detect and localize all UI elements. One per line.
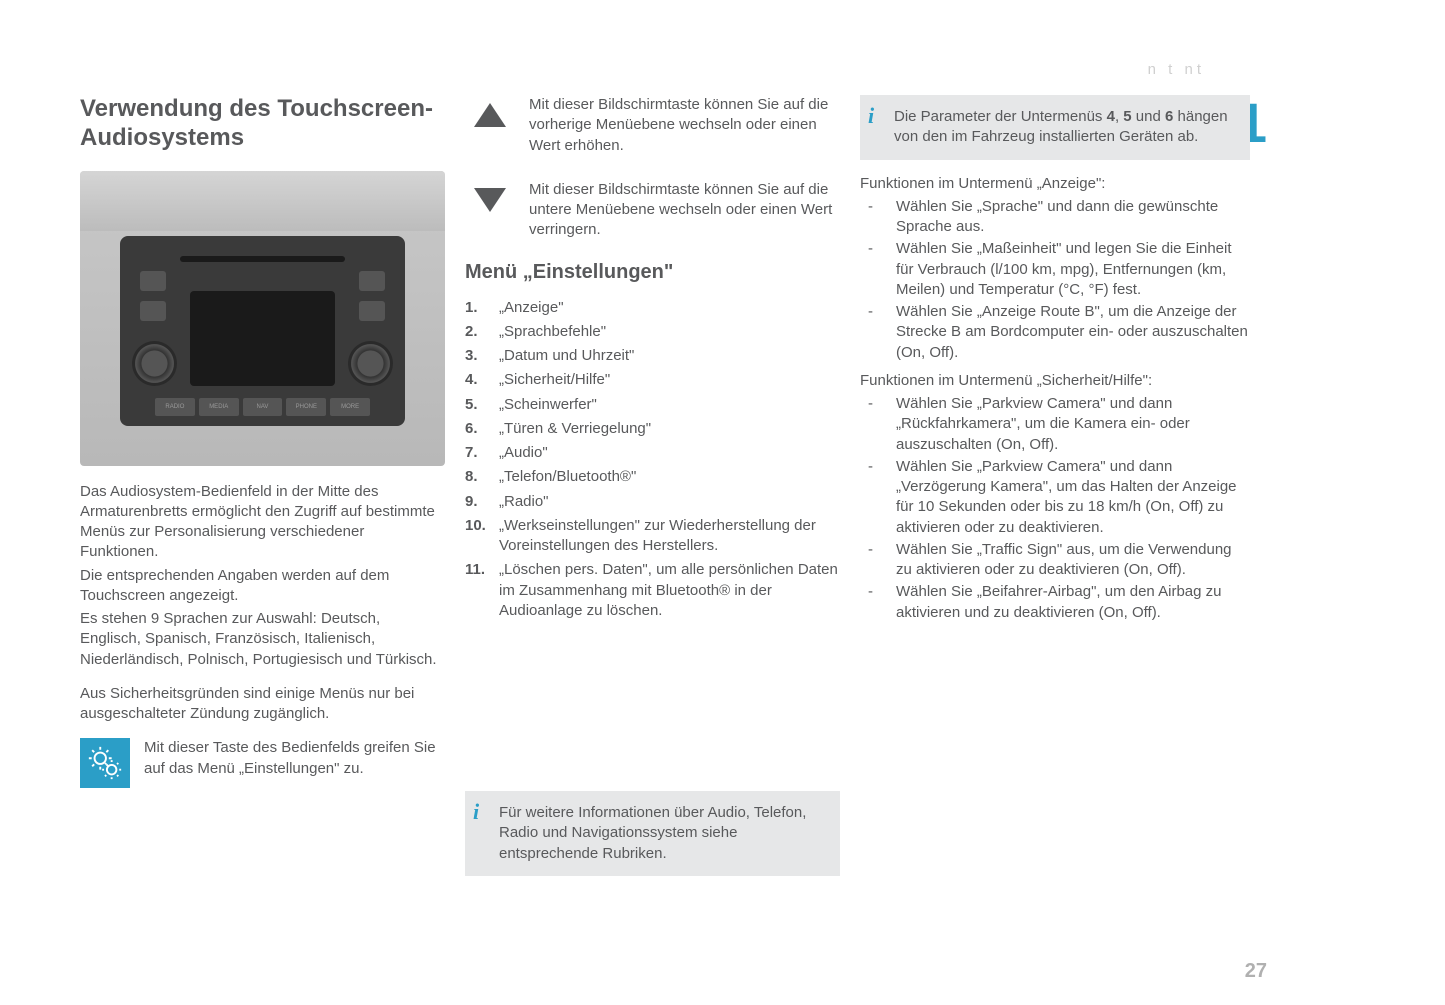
- list-item: 7.„Audio": [465, 443, 840, 463]
- main-title: Verwendung des Touchscreen-Audiosystems: [80, 95, 445, 153]
- info-icon: i: [868, 107, 884, 148]
- column-2: Mit dieser Bildschirmtaste können Sie au…: [465, 95, 840, 890]
- list-item: Wählen Sie „Parkview Camera" und dann „R…: [860, 394, 1250, 455]
- submenu-list: Wählen Sie „Parkview Camera" und dann „R…: [860, 394, 1250, 623]
- triangle-down-icon: [465, 180, 515, 220]
- list-item: Wählen Sie „Anzeige Route B", um die Anz…: [860, 302, 1250, 363]
- list-item: 5.„Scheinwerfer": [465, 395, 840, 415]
- list-item: 2.„Sprachbefehle": [465, 322, 840, 342]
- dash-btn: NAV: [243, 398, 283, 416]
- list-item: 4.„Sicherheit/Hilfe": [465, 370, 840, 390]
- dash-btn: MORE: [330, 398, 370, 416]
- list-item: 1.„Anzeige": [465, 298, 840, 318]
- column-1: Verwendung des Touchscreen-Audiosystems …: [80, 95, 445, 890]
- page-content: Verwendung des Touchscreen-Audiosystems …: [80, 95, 1245, 890]
- list-item: 8.„Telefon/Bluetooth®": [465, 467, 840, 487]
- list-item: Wählen Sie „Maßeinheit" und legen Sie di…: [860, 239, 1250, 300]
- icon-description: Mit dieser Bildschirmtaste können Sie au…: [529, 180, 840, 241]
- icon-description: Mit dieser Taste des Bedienfelds greifen…: [144, 738, 445, 779]
- gear-icon: [80, 738, 130, 788]
- submenu-heading: Funktionen im Untermenü „Anzeige":: [860, 174, 1250, 194]
- list-item: Wählen Sie „Parkview Camera" und dann „V…: [860, 457, 1250, 538]
- info-box: i Die Parameter der Untermenüs 4, 5 und …: [860, 95, 1250, 160]
- submenu-heading: Funktionen im Untermenü „Sicherheit/Hilf…: [860, 371, 1250, 391]
- settings-button-description: Mit dieser Taste des Bedienfelds greifen…: [80, 738, 445, 788]
- page-number: 27: [1245, 958, 1267, 985]
- info-text: Die Parameter der Untermenüs 4, 5 und 6 …: [894, 107, 1236, 148]
- dash-btn: MEDIA: [199, 398, 239, 416]
- paragraph: Es stehen 9 Sprachen zur Auswahl: Deutsc…: [80, 609, 445, 670]
- triangle-up-icon: [465, 95, 515, 135]
- info-icon: i: [473, 803, 489, 864]
- dash-btn: PHONE: [286, 398, 326, 416]
- list-item: 10.„Werkseinstellungen" zur Wiederherste…: [465, 516, 840, 557]
- submenu-list: Wählen Sie „Sprache" und dann die gewüns…: [860, 197, 1250, 363]
- info-text: Für weitere Informationen über Audio, Te…: [499, 803, 826, 864]
- info-box: i Für weitere Informationen über Audio, …: [465, 791, 840, 876]
- menu-heading: Menü „Einstellungen": [465, 259, 840, 286]
- list-item: 6.„Türen & Verriegelung": [465, 419, 840, 439]
- paragraph: Das Audiosystem-Bedienfeld in der Mitte …: [80, 482, 445, 563]
- down-arrow-description: Mit dieser Bildschirmtaste können Sie au…: [465, 180, 840, 241]
- list-item: 9.„Radio": [465, 492, 840, 512]
- list-item: 11.„Löschen pers. Daten", um alle persön…: [465, 560, 840, 621]
- paragraph: Aus Sicherheitsgründen sind einige Menüs…: [80, 684, 445, 725]
- list-item: Wählen Sie „Beifahrer-Airbag", um den Ai…: [860, 582, 1250, 623]
- list-item: 3.„Datum und Uhrzeit": [465, 346, 840, 366]
- list-item: Wählen Sie „Sprache" und dann die gewüns…: [860, 197, 1250, 238]
- list-item: Wählen Sie „Traffic Sign" aus, um die Ve…: [860, 540, 1250, 581]
- dashboard-illustration: RADIO MEDIA NAV PHONE MORE: [80, 171, 445, 466]
- up-arrow-description: Mit dieser Bildschirmtaste können Sie au…: [465, 95, 840, 156]
- header-faint-text: n t nt: [1148, 60, 1205, 80]
- dash-btn: RADIO: [155, 398, 195, 416]
- paragraph: Die entsprechenden Angaben werden auf de…: [80, 566, 445, 607]
- settings-menu-list: 1.„Anzeige" 2.„Sprachbefehle" 3.„Datum u…: [465, 298, 840, 622]
- column-3: i Die Parameter der Untermenüs 4, 5 und …: [860, 95, 1250, 890]
- icon-description: Mit dieser Bildschirmtaste können Sie au…: [529, 95, 840, 156]
